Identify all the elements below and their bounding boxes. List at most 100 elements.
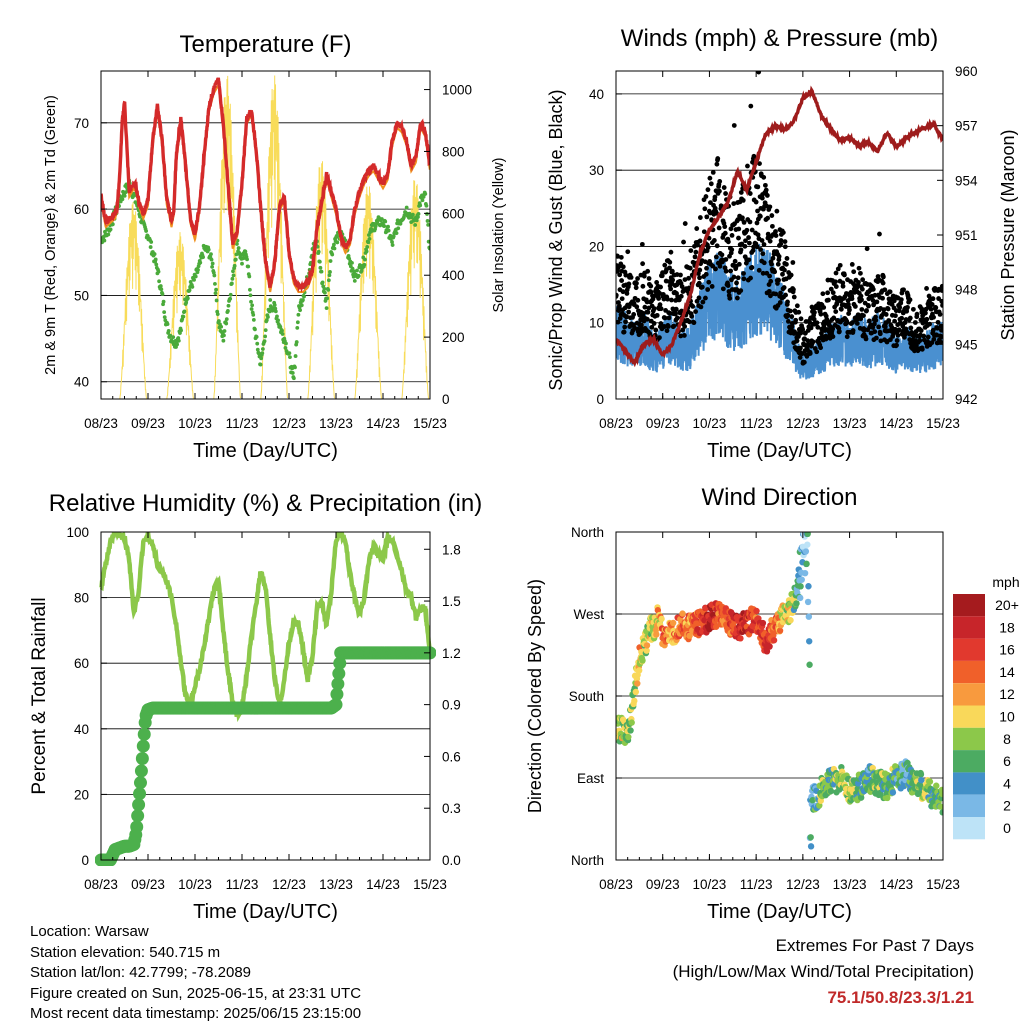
gust-point	[646, 276, 652, 281]
dewpoint-point	[328, 259, 333, 263]
dewpoint-point	[322, 286, 327, 291]
gust-point	[789, 314, 795, 319]
colorbar-swatch	[953, 772, 985, 795]
dewpoint-point	[226, 303, 231, 308]
gust-point	[801, 359, 807, 365]
dewpoint-point	[255, 347, 260, 352]
gust-point	[651, 321, 657, 326]
gust-point	[937, 311, 943, 317]
dewpoint-point	[326, 278, 331, 283]
y2-tick-label: 957	[955, 119, 978, 134]
y-tick-label: East	[577, 771, 604, 786]
gust-point	[873, 317, 879, 323]
gust-point	[721, 185, 727, 190]
gust-point	[757, 213, 763, 219]
x-tick-label: 14/23	[366, 877, 400, 892]
x-tick-label: 13/23	[833, 416, 867, 431]
gust-point	[749, 265, 755, 270]
gust-point	[894, 342, 899, 348]
colorbar: mph 20+ 18 16 14 12 10 8 6 4 2 0	[953, 574, 1020, 840]
gust-point	[866, 318, 872, 324]
dewpoint-point	[318, 265, 323, 270]
gust-point	[682, 221, 688, 226]
dewpoint-point	[198, 260, 203, 265]
dewpoint-point	[149, 240, 154, 244]
x-tick-label: 10/23	[178, 416, 212, 431]
dewpoint-point	[221, 338, 226, 343]
colorbar-swatch	[953, 705, 985, 728]
station-latlon: Station lat/lon: 42.7799; -78.2089	[30, 964, 252, 981]
dewpoint-point	[108, 227, 113, 232]
gust-point	[884, 339, 890, 345]
gust-point	[825, 290, 831, 296]
dewpoint-point	[154, 262, 159, 267]
gust-point	[892, 318, 898, 324]
dewpoint-point	[144, 229, 149, 233]
gust-point	[923, 310, 928, 316]
gust-point	[757, 161, 762, 167]
gust-point	[846, 311, 852, 316]
gust-point	[649, 324, 655, 330]
dewpoint-point	[165, 322, 170, 327]
gust-point	[660, 292, 666, 297]
dewpoint-point	[224, 321, 229, 326]
wind-direction-point	[918, 776, 925, 784]
y-axis-label: Direction (Colored By Speed)	[525, 579, 545, 813]
gust-point	[778, 238, 784, 243]
gust-point	[837, 262, 843, 268]
gust-point	[746, 235, 751, 240]
gust-point	[635, 297, 641, 303]
gust-point	[861, 313, 866, 319]
x-tick-label: 15/23	[926, 416, 960, 431]
gust-point	[847, 307, 852, 313]
gust-point	[859, 307, 865, 312]
dewpoint-point	[426, 239, 430, 244]
gust-point	[780, 271, 785, 277]
dewpoint-point	[106, 232, 111, 237]
gust-point	[696, 280, 702, 286]
gust-point	[731, 201, 737, 207]
precip-point	[332, 667, 346, 681]
gust-point	[635, 276, 640, 281]
gust-point	[773, 233, 779, 239]
gust-point	[859, 297, 864, 303]
gust-point	[671, 323, 677, 329]
gust-point	[767, 204, 773, 210]
colorbar-label: 4	[1003, 775, 1011, 791]
dewpoint-point	[273, 309, 278, 314]
dewpoint-point	[287, 351, 292, 356]
wind-direction-point	[806, 638, 813, 645]
gust-point	[931, 336, 937, 342]
gust-point	[904, 308, 910, 314]
dewpoint-point	[210, 264, 215, 269]
gust-point	[734, 295, 740, 301]
gust-point	[747, 240, 752, 246]
gust-point	[715, 156, 721, 161]
gust-point	[713, 254, 719, 260]
gust-point	[710, 169, 716, 175]
gust-point	[690, 303, 696, 309]
gust-point	[877, 331, 883, 337]
colorbar-swatch	[953, 594, 985, 617]
gust-point	[704, 214, 710, 220]
gust-point	[623, 272, 629, 278]
gust-point	[794, 303, 800, 309]
gust-point	[770, 255, 776, 261]
gust-point	[940, 325, 943, 330]
y-tick-label: 60	[74, 656, 89, 671]
dewpoint-point	[425, 219, 430, 223]
gust-point	[773, 229, 778, 234]
dewpoint-point	[350, 266, 355, 271]
dewpoint-point	[214, 298, 219, 303]
gust-point	[889, 302, 895, 307]
colorbar-label: 12	[999, 686, 1015, 702]
gust-point	[833, 284, 839, 289]
x-tick-label: 09/23	[131, 877, 165, 892]
wind-direction-point	[686, 632, 693, 639]
gust-point	[864, 246, 870, 252]
gust-point	[656, 296, 662, 301]
gust-point	[899, 315, 905, 321]
gust-point	[648, 289, 654, 295]
gust-point	[788, 272, 794, 278]
gust-point	[705, 245, 711, 250]
